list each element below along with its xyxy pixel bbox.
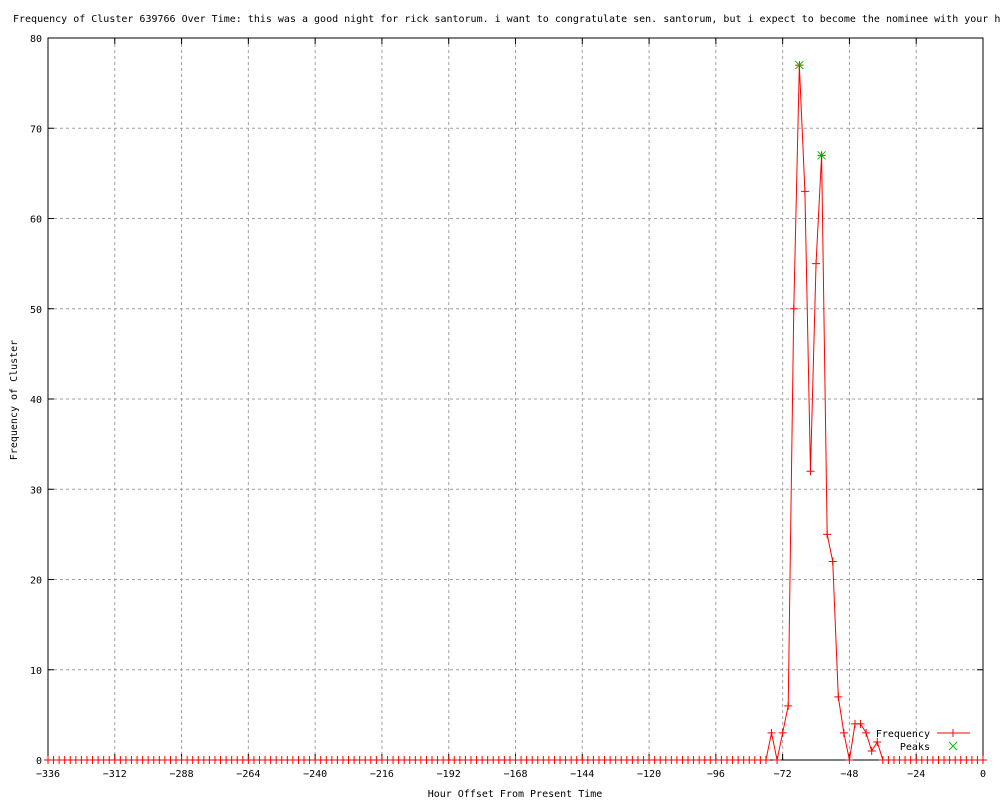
data-point-marker bbox=[845, 756, 854, 764]
y-axis-label: Frequency of Cluster bbox=[9, 340, 20, 460]
chart-title: Frequency of Cluster 639766 Over Time: t… bbox=[13, 14, 1000, 25]
x-tick-label: −216 bbox=[370, 769, 394, 780]
legend-label: Peaks bbox=[900, 742, 930, 753]
series-layer bbox=[44, 60, 987, 764]
x-tick-label: −24 bbox=[907, 769, 925, 780]
data-point-marker bbox=[778, 728, 787, 737]
y-tick-label: 10 bbox=[30, 666, 42, 677]
y-tick-label: 80 bbox=[30, 34, 42, 45]
data-point-marker bbox=[773, 756, 782, 764]
x-tick-label: −240 bbox=[303, 769, 327, 780]
x-tick-label: −48 bbox=[840, 769, 858, 780]
data-point-marker bbox=[979, 756, 987, 764]
x-tick-label: −288 bbox=[170, 769, 194, 780]
data-point-marker bbox=[823, 530, 832, 539]
series-frequency bbox=[44, 61, 987, 764]
y-tick-label: 30 bbox=[30, 485, 42, 496]
peak-marker bbox=[817, 150, 826, 160]
x-axis-label: Hour Offset From Present Time bbox=[428, 789, 603, 800]
data-point-marker bbox=[862, 728, 871, 737]
data-point-marker bbox=[949, 729, 957, 737]
y-tick-label: 0 bbox=[36, 756, 42, 767]
data-point-marker bbox=[800, 187, 809, 196]
x-tick-label: −144 bbox=[570, 769, 594, 780]
axis-ticks: −336 −312 −288 −264 −240 −216 −192 −168 −144 −120… bbox=[30, 34, 986, 780]
x-tick-label: −264 bbox=[236, 769, 260, 780]
data-point-marker bbox=[867, 746, 876, 755]
x-tick-label: −120 bbox=[637, 769, 661, 780]
y-tick-label: 20 bbox=[30, 576, 42, 587]
peak-marker bbox=[948, 741, 958, 751]
x-tick-label: −72 bbox=[774, 769, 792, 780]
peak-marker bbox=[794, 60, 804, 70]
data-point-marker bbox=[761, 756, 770, 764]
grid bbox=[48, 38, 983, 760]
x-tick-label: −168 bbox=[503, 769, 527, 780]
legend-label: Frequency bbox=[876, 729, 930, 740]
data-point-marker bbox=[789, 304, 798, 313]
series-peaks bbox=[794, 60, 826, 160]
y-tick-label: 50 bbox=[30, 305, 42, 316]
x-tick-label: −336 bbox=[36, 769, 60, 780]
y-tick-label: 40 bbox=[30, 395, 42, 406]
data-point-marker bbox=[812, 259, 821, 268]
data-point-marker bbox=[834, 692, 843, 701]
data-point-marker bbox=[856, 719, 865, 728]
legend: Frequency Peaks bbox=[876, 729, 970, 753]
data-point-marker bbox=[839, 728, 848, 737]
data-point-marker bbox=[828, 557, 837, 566]
x-tick-label: −96 bbox=[707, 769, 725, 780]
data-point-marker bbox=[767, 728, 776, 737]
data-point-marker bbox=[784, 701, 793, 710]
y-tick-label: 60 bbox=[30, 215, 42, 226]
y-tick-label: 70 bbox=[30, 124, 42, 135]
data-point-marker bbox=[806, 467, 815, 476]
x-tick-label: −192 bbox=[437, 769, 461, 780]
x-tick-label: 0 bbox=[980, 769, 986, 780]
data-point-marker bbox=[873, 737, 882, 746]
x-tick-label: −312 bbox=[103, 769, 127, 780]
